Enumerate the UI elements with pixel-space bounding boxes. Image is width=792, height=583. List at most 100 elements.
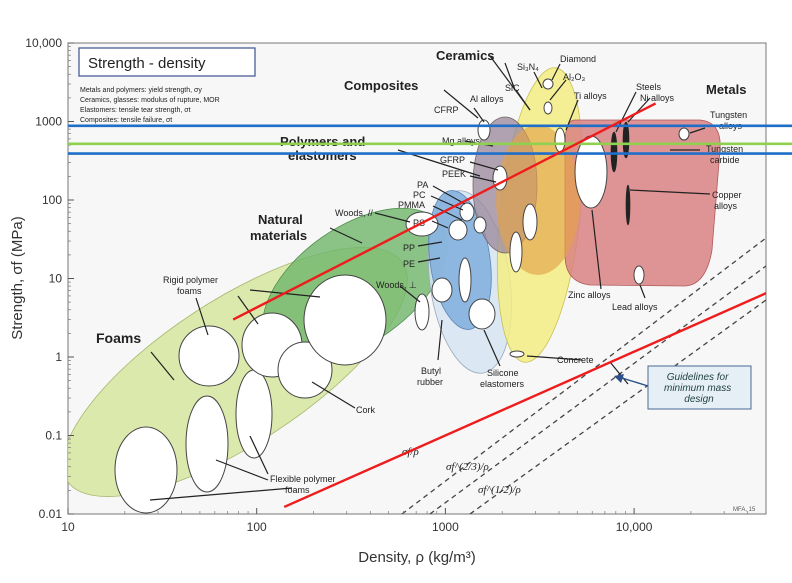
material-label-steels: Steels [636,82,662,92]
subtitle-line-2: Ceramics, glasses: modulus of rupture, M… [80,97,220,104]
guideline-index-3: σf^(1/2)/ρ [478,484,521,496]
foam-bubble [178,325,240,387]
wood-bubble [414,293,430,331]
material-label-pp: PP [403,243,415,253]
polymer-bubble [448,219,468,241]
concrete-bubble [509,350,525,358]
axes: 10 100 1000 10,000 0.01 0.1 1 10 100 1000 10,000 [25,36,749,534]
guideline-slope-1 [401,237,766,514]
leader-line [549,79,567,101]
material-label-butyl-rubber-line-1: Butyl [421,366,441,376]
label-leader-lines [149,55,711,501]
guideline-slope-2-3 [429,265,766,514]
leader-line [639,284,646,299]
leader-line [609,361,629,385]
leader-line [195,297,209,336]
material-label-woods-parallel: Woods, // [335,208,373,218]
metal-bubble [574,135,608,209]
guidelines-arrowhead [614,374,624,383]
material-label-rigid-foams-line-2: foams [177,286,202,296]
family-label-ceramics: Ceramics [436,48,495,63]
foam-bubble [277,341,333,399]
material-label-concrete: Concrete [557,355,594,365]
foam-bubble [185,395,229,493]
x-tick-label: 10 [61,520,75,534]
ceramic-bubble [522,203,538,241]
metal-bubble [622,121,630,159]
family-label-polymers: Polymers and elastomers [280,134,369,163]
polymer-bubble [473,216,487,234]
material-label-ps: PS [413,218,425,228]
y-tick-label: 100 [42,193,62,207]
leader-line [443,89,479,119]
ceramic-bubble [543,101,553,115]
x-tick-label: 1000 [432,520,459,534]
y-tick-label: 0.01 [39,507,63,521]
leader-line [533,71,543,89]
material-label-ti-alloys: Ti alloys [574,91,607,101]
elastomer-bubble [458,257,472,303]
leader-line [689,127,706,134]
leader-line [526,355,583,361]
guideline-index-2: σf^(2/3)/ρ [446,461,489,473]
leader-line [417,257,441,263]
leader-line [473,107,485,123]
material-label-zinc-alloys: Zinc alloys [568,290,611,300]
material-label-sic: SiC [505,83,520,93]
guideline-dashed-lines [401,237,766,514]
material-label-copper-alloys-line-1: Copper [712,190,742,200]
leader-line [432,205,463,221]
material-label-tungsten-alloys-line-1: Tungsten [710,110,747,120]
material-label-si3n4: Si₃N₄ [517,62,539,72]
subtitle-line-4: Composites: tensile failure, σt [80,117,172,124]
material-label-butyl-rubber: Butyl rubber [417,366,444,387]
leader-line [431,220,449,229]
chart-labels: Strength - density Metals and polymers: … [9,47,756,566]
guidelines-box [647,365,752,410]
guidelines-label: Guidelines for minimum mass design [664,372,734,405]
ceramic-bubble [509,231,523,273]
foam-bubble [303,274,387,366]
family-label-foams: Foams [96,330,141,346]
overlay-red-line [283,292,767,509]
material-label-peek: PEEK [442,169,466,179]
leader-line [489,55,531,111]
material-label-silicone: Silicone elastomers [480,368,525,389]
material-label-al-alloys: Al alloys [470,94,504,104]
material-label-diamond: Diamond [560,54,596,64]
family-label-polymers-line-2: elastomers [288,148,357,163]
material-label-copper-alloys: Copper alloys [712,190,744,211]
y-tick-label: 10,000 [25,36,62,50]
material-label-tungsten-carbide: Tungsten carbide [706,144,746,165]
leader-line [329,227,363,244]
leader-line [469,175,497,183]
material-label-silicone-line-2: elastomers [480,379,525,389]
guidelines-arrow [621,377,649,387]
material-label-cork: Cork [356,405,376,415]
y-axis-title: Strength, σf (MPa) [9,216,26,339]
x-tick-label: 10,000 [616,520,653,534]
leader-line [483,329,501,367]
y-tick-label: 1000 [35,115,62,129]
material-label-flexible-foams-line-1: Flexible polymer [270,474,336,484]
overlay-red-line [232,102,657,321]
leader-line [149,487,293,501]
subtitle-line-1: Metals and polymers: yield strength, σy [80,87,202,94]
leader-line [629,189,711,195]
metal-bubble [678,127,690,141]
leader-line [374,212,411,223]
copyright-label: MFA, 15 [733,507,756,513]
material-label-cfrp: CFRP [434,105,459,115]
leader-line [469,161,499,171]
material-label-pc: PC [413,190,426,200]
guidelines-label-line-3: design [684,394,714,405]
guideline-slope-1-2 [469,299,766,514]
silicone-bubble [468,298,496,330]
material-label-pmma: PMMA [398,200,425,210]
guidelines-label-line-2: minimum mass [664,383,731,394]
leader-line [150,351,175,381]
subtitle-line-3: Elastomers: tensile tear strength, σt [80,107,191,114]
overlay-lines [68,102,792,509]
family-label-polymers-line-1: Polymers and [280,134,365,149]
ceramic-bubble [542,78,554,90]
